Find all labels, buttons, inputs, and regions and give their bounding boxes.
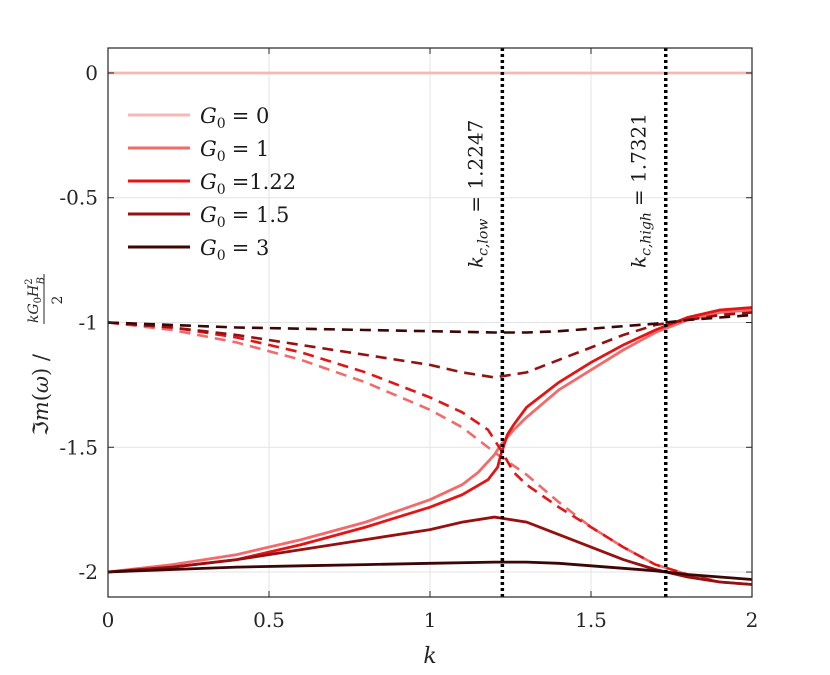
- legend-symbol: G: [200, 137, 217, 161]
- critical-k-value: = 1.7321: [627, 113, 651, 206]
- critical-k-label: kc,high = 1.7321: [627, 113, 655, 268]
- y-tick-label: 0: [85, 61, 98, 85]
- legend-value: =1.22: [232, 170, 296, 194]
- legend-value: = 1: [232, 137, 270, 161]
- critical-k-subscript: c,low: [475, 219, 491, 256]
- legend-symbol: G: [200, 236, 217, 260]
- x-tick-label: 0.5: [253, 608, 285, 632]
- y-axis-label: ℑm(ω) / kG0H2B 2: [24, 274, 66, 436]
- critical-k-subscript: c,high: [639, 212, 655, 256]
- legend-value: = 1.5: [232, 203, 290, 227]
- x-tick-label: 1.5: [575, 608, 607, 632]
- legend-value: = 0: [232, 104, 270, 128]
- legend-label: G0 = 1.5: [200, 203, 289, 231]
- x-tick-label: 2: [746, 608, 759, 632]
- legend-symbol: G: [200, 170, 217, 194]
- critical-k-symbol: k: [627, 256, 651, 268]
- legend-symbol: G: [200, 203, 217, 227]
- legend-label: G0 = 1: [200, 137, 269, 165]
- legend-label: G0 = 0: [200, 104, 269, 132]
- series-dashed-line: [107, 321, 753, 586]
- series-dashed-line: [107, 321, 753, 586]
- svg-text:ℑm(ω) /: ℑm(ω) /: [29, 353, 53, 436]
- legend-value: = 3: [232, 236, 270, 260]
- series-dashed-line: [107, 313, 753, 334]
- x-tick-label: 1: [424, 608, 437, 632]
- svg-text:kG0H2B: kG0H2B: [24, 277, 47, 323]
- y-tick-label: -0.5: [59, 186, 98, 210]
- x-tick-label: 0: [102, 608, 115, 632]
- svg-text:2: 2: [50, 296, 66, 305]
- series-solid-line: [107, 560, 753, 581]
- legend-subscript: 0: [217, 215, 226, 231]
- critical-k-symbol: k: [463, 256, 487, 268]
- legend-symbol: G: [200, 104, 217, 128]
- critical-k-value: = 1.2247: [463, 120, 487, 213]
- axis-ticks: 0 0.5 1 1.5 2 0 -0.5 -1 -1.5 -2: [59, 48, 758, 632]
- critical-k-label-text: kc,low = 1.2247: [463, 120, 491, 268]
- y-tick-label: -1.5: [59, 435, 98, 459]
- x-axis-label: k: [423, 644, 436, 669]
- critical-k-label-text: kc,high = 1.7321: [627, 113, 655, 268]
- legend-label: G0 =1.22: [200, 170, 296, 198]
- legend-subscript: 0: [217, 116, 226, 132]
- legend-subscript: 0: [217, 248, 226, 264]
- y-tick-label: -1: [79, 311, 98, 335]
- legend-subscript: 0: [217, 182, 226, 198]
- legend-subscript: 0: [217, 149, 226, 165]
- critical-k-label: kc,low = 1.2247: [463, 120, 491, 268]
- y-tick-label: -2: [79, 560, 98, 584]
- legend-label: G0 = 3: [200, 236, 269, 264]
